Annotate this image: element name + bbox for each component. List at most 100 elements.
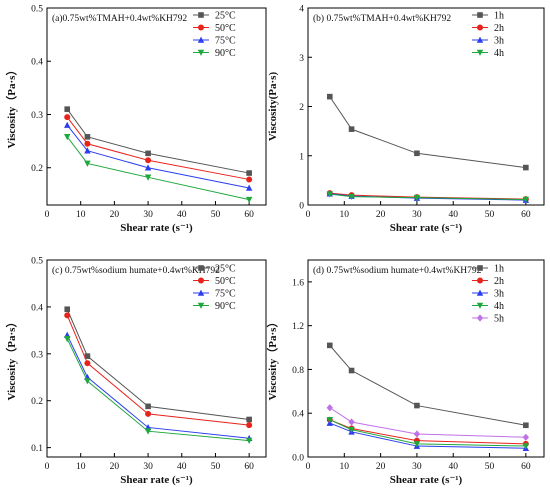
data-point	[64, 306, 71, 313]
legend-label: 3h	[494, 36, 504, 47]
x-tick-label: 30	[143, 210, 153, 220]
legend-marker	[477, 265, 483, 271]
data-point	[84, 134, 91, 140]
y-tick-label: 0.4	[292, 410, 304, 420]
series-50°C: 50°C	[64, 23, 253, 183]
legend-label: 90°C	[215, 301, 236, 312]
y-tick-label: 0.5	[31, 5, 43, 15]
legend-label: 1h	[494, 264, 504, 275]
legend-label: 1h	[494, 11, 504, 22]
data-point	[64, 106, 71, 112]
y-tick-label: 0.4	[31, 303, 43, 313]
legend-marker	[198, 24, 204, 31]
series-line	[329, 422, 526, 449]
series-line	[66, 136, 250, 201]
series-1h: 1h	[326, 264, 529, 429]
data-point	[522, 443, 530, 450]
series-5h: 5h	[326, 314, 530, 441]
data-point	[413, 430, 421, 438]
data-point	[145, 403, 151, 410]
data-point	[326, 342, 333, 349]
legend-marker	[476, 49, 484, 56]
data-point	[326, 416, 333, 424]
panel-title: (d) 0.75wt%sodium humate+0.4wt%KH792	[313, 265, 482, 276]
series-90°C: 90°C	[64, 48, 253, 204]
legend-marker	[476, 289, 484, 296]
series-line	[66, 309, 250, 420]
data-point	[326, 404, 333, 412]
y-tick-label: 0.3	[31, 111, 43, 121]
legend-label: 3h	[494, 289, 504, 300]
legend-label: 50°C	[215, 23, 236, 34]
series-25°C: 25°C	[64, 264, 252, 423]
data-point	[245, 184, 253, 191]
data-point	[522, 433, 530, 441]
legend-label: 75°C	[215, 36, 236, 47]
legend-marker	[197, 289, 205, 296]
data-point	[84, 140, 91, 147]
series-line	[329, 193, 526, 201]
y-axis-label: Viscosity（Pa·s）	[5, 65, 18, 149]
data-point	[245, 196, 253, 204]
data-point	[245, 437, 253, 444]
x-tick-label: 60	[521, 462, 531, 472]
panel-title: (b) 0.75wt%TMAH+0.4wt%KH792	[313, 13, 451, 24]
data-point	[348, 426, 355, 434]
series-line	[329, 419, 526, 447]
data-point	[145, 157, 152, 164]
series-line	[329, 96, 526, 169]
legend-label: 2h	[494, 23, 504, 34]
series-4h: 4h	[326, 48, 530, 203]
data-point	[84, 360, 91, 367]
x-tick-label: 30	[412, 210, 422, 220]
legend-label: 5h	[494, 314, 504, 325]
x-tick-label: 10	[76, 210, 86, 220]
y-tick-label: 0.5	[31, 257, 43, 267]
data-point	[414, 402, 420, 409]
y-tick-label: 0.2	[31, 397, 43, 407]
x-tick-label: 0	[45, 462, 50, 472]
y-tick-label: 0	[299, 202, 304, 212]
data-point	[84, 378, 91, 385]
y-tick-label: 0.3	[31, 350, 43, 360]
legend-marker	[476, 314, 484, 322]
data-point	[413, 441, 421, 448]
x-tick-label: 60	[244, 462, 254, 472]
data-point	[64, 134, 71, 141]
data-point	[144, 174, 152, 181]
series-90°C: 90°C	[64, 301, 253, 444]
y-tick-label: 1.6	[292, 278, 304, 288]
data-point	[523, 164, 529, 171]
series-line	[66, 334, 250, 439]
data-point	[84, 147, 91, 154]
series-1h: 1h	[326, 11, 529, 171]
data-point	[246, 176, 253, 183]
data-point	[144, 164, 152, 171]
series-50°C: 50°C	[64, 276, 253, 429]
x-tick-label: 40	[448, 210, 458, 220]
series-3h: 3h	[326, 36, 530, 203]
legend-label: 50°C	[215, 276, 236, 287]
legend-label: 25°C	[215, 264, 236, 275]
x-tick-label: 0	[306, 462, 311, 472]
panel-title: (a)0.75wt%TMAH+0.4wt%KH792	[52, 13, 187, 24]
y-axis-label: Viscosity（Pa·s）	[266, 317, 279, 401]
legend-marker	[477, 12, 483, 18]
x-axis-label: Shear rate (s⁻¹)	[390, 474, 463, 486]
series-line	[66, 108, 250, 174]
data-point	[348, 126, 355, 132]
y-tick-label: 0.2	[31, 164, 43, 174]
plot-frame	[307, 7, 545, 206]
series-75°C: 75°C	[64, 36, 253, 191]
panel-b: 0 10 20 30 40 50 60 0 1 2 3 4 Shear rate (s⁻¹) Viscos…	[267, 5, 545, 234]
series-line	[66, 124, 250, 189]
series-25°C: 25°C	[64, 11, 252, 176]
x-tick-label: 40	[448, 462, 458, 472]
plot-frame	[307, 259, 545, 458]
legend-marker	[197, 49, 205, 56]
y-tick-label: 1.2	[292, 322, 304, 332]
legend-label: 4h	[494, 48, 504, 59]
panel-c: 0 10 20 30 40 50 60 0.1 0.2 0.3 0.4 0.5 Shear rate (…	[5, 257, 267, 486]
series-line	[329, 407, 526, 438]
